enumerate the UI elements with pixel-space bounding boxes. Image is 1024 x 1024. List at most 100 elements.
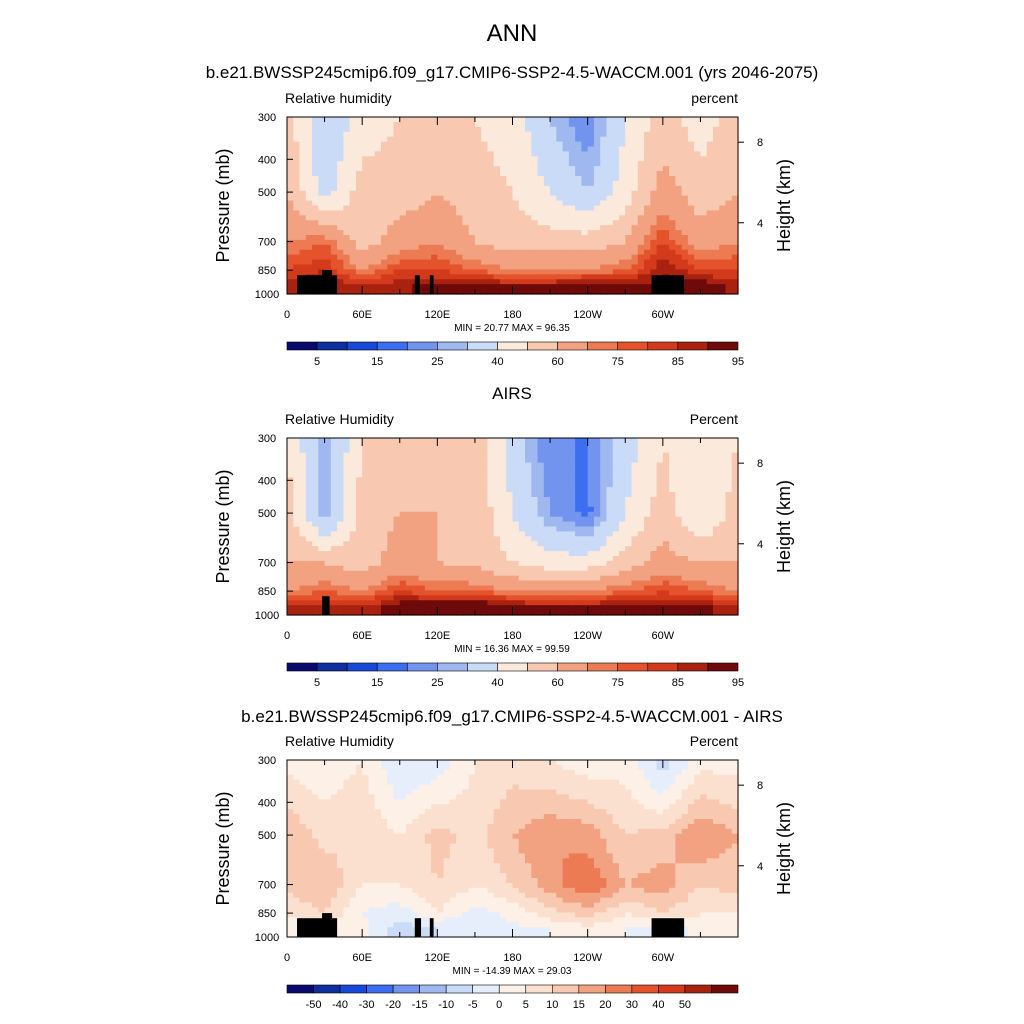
- contour-cell: [618, 190, 626, 197]
- contour-cell: [330, 462, 338, 469]
- contour-cell: [537, 580, 545, 587]
- contour-cell: [518, 452, 526, 459]
- contour-cell: [393, 560, 401, 567]
- contour-cell: [562, 590, 570, 596]
- contour-cell: [606, 438, 614, 444]
- contour-cell: [474, 171, 482, 177]
- contour-cell: [468, 259, 476, 266]
- contour-cell: [362, 462, 370, 469]
- contour-cell: [625, 477, 633, 483]
- contour-cell: [719, 467, 727, 474]
- contour-cell: [493, 472, 501, 478]
- contour-cell: [537, 511, 545, 518]
- contour-cell: [550, 146, 557, 153]
- contour-cell: [581, 472, 589, 478]
- contour-cell: [675, 482, 683, 488]
- contour-cell: [568, 225, 576, 231]
- contour-cell: [406, 264, 413, 271]
- contour-cell: [418, 506, 426, 513]
- contour-cell: [412, 487, 420, 493]
- contour-cell: [537, 501, 545, 508]
- contour-cell: [731, 220, 739, 226]
- contour-cell: [362, 565, 370, 572]
- contour-cell: [481, 442, 489, 449]
- contour-cell: [694, 590, 702, 596]
- contour-cell: [687, 560, 695, 567]
- contour-cell: [512, 516, 520, 523]
- contour-cell: [368, 487, 376, 493]
- contour-cell: [662, 580, 670, 587]
- contour-cell: [349, 575, 357, 582]
- contour-cell: [299, 126, 307, 133]
- contour-cell: [431, 121, 438, 128]
- contour-cell: [593, 259, 601, 266]
- contour-cell: [424, 284, 432, 290]
- contour-cell: [318, 264, 326, 271]
- contour-cell: [487, 546, 495, 552]
- contour-cell: [637, 166, 645, 172]
- contour-cell: [518, 438, 526, 444]
- contour-cell: [543, 565, 551, 572]
- contour-cell: [456, 511, 463, 518]
- contour-cell: [499, 249, 507, 256]
- contour-cell: [675, 230, 683, 236]
- contour-cell: [362, 521, 370, 528]
- contour-cell: [581, 560, 589, 567]
- contour-cell: [675, 526, 683, 533]
- contour-cell: [330, 220, 338, 226]
- contour-cell: [449, 516, 457, 523]
- contour-cell: [299, 264, 307, 271]
- contour-cell: [562, 447, 570, 454]
- contour-cell: [349, 274, 357, 280]
- contour-cell: [644, 220, 651, 226]
- contour-cell: [449, 126, 457, 133]
- contour-cell: [493, 556, 501, 562]
- contour-cell: [449, 462, 457, 469]
- contour-cell: [337, 497, 344, 503]
- contour-cell: [399, 511, 407, 518]
- contour-cell: [587, 526, 595, 533]
- contour-cell: [650, 131, 658, 138]
- contour-cell: [531, 274, 539, 280]
- contour-cell: [719, 239, 727, 246]
- contour-cell: [531, 452, 539, 459]
- contour-cell: [543, 284, 551, 290]
- contour-cell: [644, 171, 651, 177]
- contour-cell: [287, 151, 294, 157]
- contour-cell: [456, 200, 463, 207]
- contour-cell: [324, 151, 332, 157]
- contour-cell: [312, 531, 319, 537]
- contour-cell: [424, 585, 432, 592]
- contour-cell: [543, 230, 551, 236]
- pressure-tick-label: 300: [258, 112, 276, 124]
- contour-cell: [412, 516, 420, 523]
- contour-cell: [681, 279, 689, 285]
- contour-cell: [537, 541, 545, 547]
- contour-cell: [725, 225, 733, 231]
- contour-cell: [418, 274, 426, 280]
- contour-cell: [600, 482, 608, 488]
- contour-cell: [287, 506, 294, 513]
- contour-cell: [631, 259, 639, 266]
- contour-cell: [299, 477, 307, 483]
- contour-cell: [293, 161, 301, 167]
- contour-cell: [368, 551, 376, 557]
- contour-cell: [330, 472, 338, 478]
- contour-cell: [618, 136, 626, 143]
- contour-cell: [431, 472, 438, 478]
- contour-cell: [487, 279, 495, 285]
- contour-cell: [305, 447, 313, 454]
- contour-cell: [687, 457, 695, 464]
- contour-cell: [637, 467, 645, 474]
- contour-cell: [474, 289, 482, 295]
- contour-cell: [669, 497, 676, 503]
- contour-cell: [418, 438, 426, 444]
- contour-cell: [675, 215, 683, 221]
- contour-cell: [305, 565, 313, 572]
- contour-cell: [656, 546, 664, 552]
- contour-cell: [487, 141, 495, 148]
- contour-cell: [600, 195, 608, 202]
- contour-cell: [612, 259, 620, 266]
- contour-cell: [312, 254, 319, 261]
- contour-cell: [644, 575, 651, 582]
